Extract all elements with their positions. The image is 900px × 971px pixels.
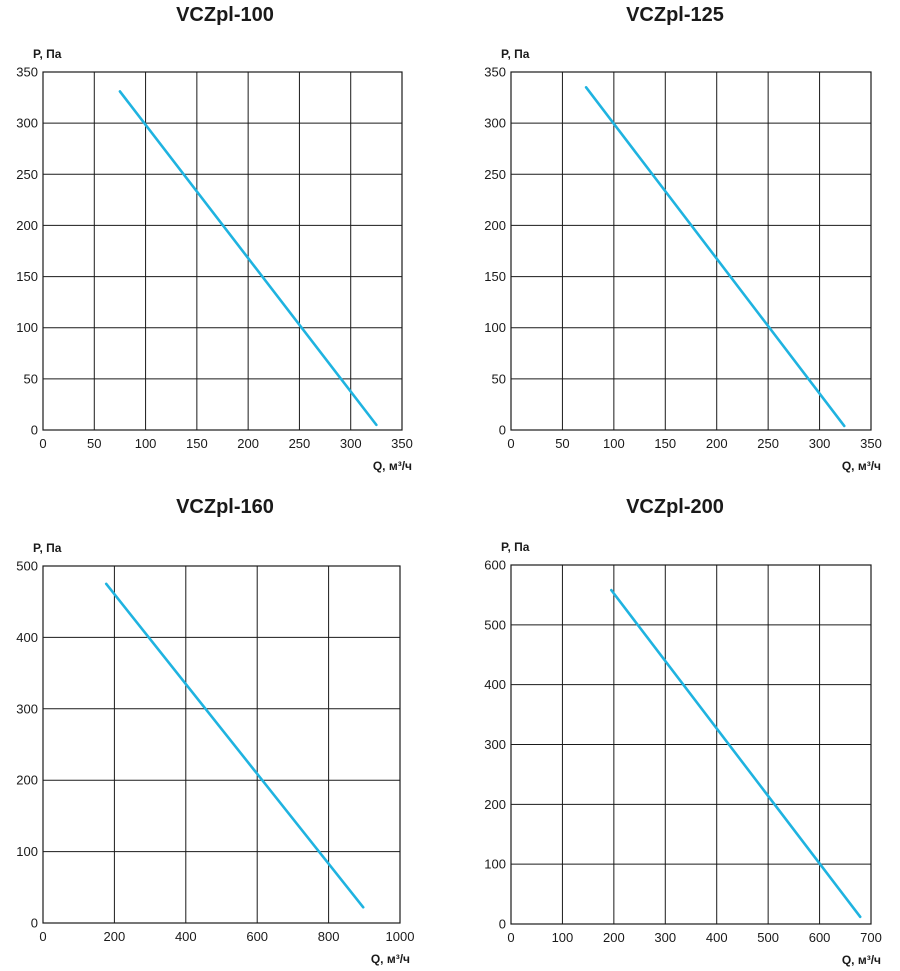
y-axis-label: P, Па — [501, 540, 530, 554]
x-tick-label: 600 — [809, 930, 831, 945]
x-tick-label: 500 — [757, 930, 779, 945]
y-tick-label: 200 — [16, 218, 38, 233]
plot-frame — [510, 564, 872, 925]
x-tick-label: 200 — [237, 436, 259, 451]
y-tick-label: 300 — [484, 737, 506, 752]
chart-svg: 0 50 100 150 200 250 300 350 0 50 100 150 200 250 300 3… — [484, 47, 882, 473]
x-tick-label: 300 — [340, 436, 362, 451]
y-tick-label: 100 — [484, 320, 506, 335]
x-tick-label: 0 — [39, 436, 46, 451]
x-tick-label: 200 — [706, 436, 728, 451]
x-tick-label: 250 — [289, 436, 311, 451]
plot-frame — [42, 565, 401, 924]
y-tick-label: 100 — [16, 844, 38, 859]
x-tick-label: 350 — [391, 436, 413, 451]
y-tick-label: 500 — [16, 559, 38, 574]
y-tick-label: 0 — [31, 916, 38, 931]
y-tick-label: 350 — [484, 65, 506, 80]
chart-panel-vczpl-125: VCZpl-125 0 50 100 150 200 250 300 350 0 50 100 150… — [450, 0, 900, 485]
y-tick-label: 0 — [499, 917, 506, 932]
plot-frame — [42, 71, 403, 431]
chart-title: VCZpl-200 — [626, 496, 724, 518]
x-tick-label: 50 — [87, 436, 101, 451]
chart-svg: 0 50 100 150 200 250 300 350 0 50 100 150 200 250 300 3… — [16, 47, 413, 473]
x-tick-label: 0 — [507, 930, 514, 945]
chart-panel-vczpl-200: VCZpl-200 0 100 200 300 400 500 600 700 0 100 200 3… — [450, 485, 900, 971]
y-axis-label: P, Па — [33, 47, 62, 61]
y-tick-label: 250 — [16, 167, 38, 182]
chart-svg: 0 200 400 600 800 1000 0 100 200 300 400 500 P, Па Q,… — [16, 541, 415, 966]
y-tick-label: 200 — [16, 773, 38, 788]
x-tick-label: 200 — [104, 929, 126, 944]
series-line — [584, 86, 846, 428]
y-axis-label: P, Па — [501, 47, 530, 61]
y-tick-label: 100 — [16, 320, 38, 335]
x-tick-label: 200 — [603, 930, 625, 945]
y-tick-label: 150 — [484, 269, 506, 284]
chart-title: VCZpl-125 — [626, 4, 724, 26]
chart-panel-vczpl-100: VCZpl-100 0 50 100 150 200 250 300 350 0 50 100 150… — [0, 0, 450, 485]
y-tick-label: 400 — [484, 677, 506, 692]
y-tick-label: 500 — [484, 617, 506, 632]
y-tick-label: 350 — [16, 65, 38, 80]
x-tick-label: 0 — [39, 929, 46, 944]
x-tick-label: 0 — [507, 436, 514, 451]
y-tick-label: 400 — [16, 630, 38, 645]
x-axis-label: Q, м³/ч — [371, 952, 410, 966]
chart-title: VCZpl-100 — [176, 4, 274, 26]
x-tick-label: 600 — [246, 929, 268, 944]
x-tick-label: 800 — [318, 929, 340, 944]
y-tick-label: 200 — [484, 218, 506, 233]
x-tick-label: 300 — [809, 436, 831, 451]
x-tick-label: 50 — [555, 436, 569, 451]
series-line — [104, 582, 365, 909]
y-tick-label: 150 — [16, 269, 38, 284]
y-tick-label: 50 — [492, 371, 506, 386]
series-line — [609, 588, 862, 919]
x-tick-label: 100 — [603, 436, 625, 451]
y-tick-label: 200 — [484, 797, 506, 812]
x-tick-label: 350 — [860, 436, 882, 451]
y-tick-label: 0 — [499, 423, 506, 438]
x-tick-label: 150 — [186, 436, 208, 451]
x-tick-label: 400 — [706, 930, 728, 945]
y-tick-label: 300 — [16, 116, 38, 131]
y-tick-label: 300 — [484, 116, 506, 131]
y-tick-label: 100 — [484, 857, 506, 872]
chart-title: VCZpl-160 — [176, 496, 274, 518]
chart-svg: 0 100 200 300 400 500 600 700 0 100 200 300 400 500 60… — [484, 540, 882, 967]
series-line — [118, 90, 378, 427]
y-tick-label: 300 — [16, 701, 38, 716]
y-tick-label: 600 — [484, 558, 506, 573]
x-tick-label: 300 — [654, 930, 676, 945]
x-tick-label: 150 — [654, 436, 676, 451]
plot-frame — [510, 71, 872, 431]
y-tick-label: 250 — [484, 167, 506, 182]
x-tick-label: 1000 — [386, 929, 415, 944]
x-axis-label: Q, м³/ч — [842, 953, 881, 967]
x-tick-label: 100 — [135, 436, 157, 451]
x-tick-label: 250 — [757, 436, 779, 451]
x-tick-label: 400 — [175, 929, 197, 944]
y-tick-label: 50 — [24, 371, 38, 386]
x-tick-label: 100 — [552, 930, 574, 945]
x-axis-label: Q, м³/ч — [373, 459, 412, 473]
y-tick-label: 0 — [31, 423, 38, 438]
x-axis-label: Q, м³/ч — [842, 459, 881, 473]
y-axis-label: P, Па — [33, 541, 62, 555]
x-tick-label: 700 — [860, 930, 882, 945]
chart-panel-vczpl-160: VCZpl-160 0 200 400 600 800 1000 0 100 200 300 400… — [0, 485, 450, 971]
